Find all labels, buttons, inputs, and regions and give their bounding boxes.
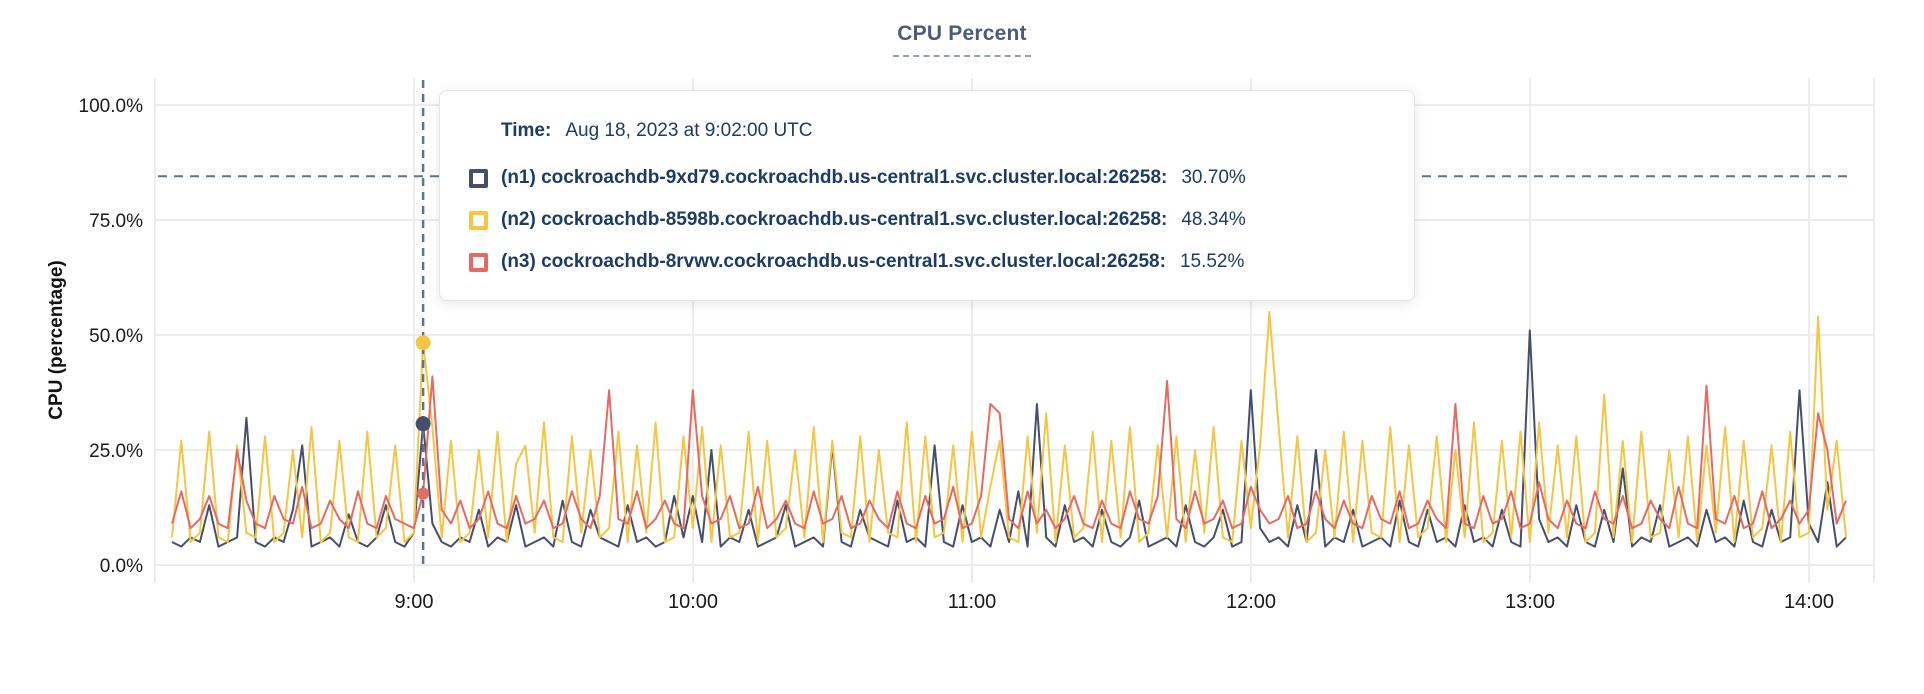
series-line-n3 (171, 375, 1847, 530)
tooltip-label-n2: (n2) cockroachdb-8598b.cockroachdb.us-ce… (501, 209, 1168, 230)
hover-dot-n1 (415, 416, 431, 432)
tooltip-row-n1: (n1) cockroachdb-9xd79.cockroachdb.us-ce… (469, 165, 1374, 191)
tooltip-value-n1: 30.70% (1181, 167, 1246, 188)
x-tick-label: 11:00 (948, 591, 997, 613)
x-tick-label: 14:00 (1784, 591, 1834, 613)
y-tick-label: 75.0% (89, 211, 143, 232)
tooltip-time-label: Time: (501, 120, 552, 141)
chart-title-wrap: CPU Percent (0, 22, 1924, 57)
y-tick-label: 100.0% (79, 96, 144, 117)
hover-dot-n3 (417, 487, 430, 500)
x-tick-label: 9:00 (395, 591, 434, 613)
series-line-n2 (171, 311, 1847, 543)
y-tick-label: 0.0% (100, 556, 143, 577)
y-axis-title: CPU (percentage) (46, 260, 67, 419)
tooltip-time-row: Time: Aug 18, 2023 at 9:02:00 UTC (501, 118, 1374, 144)
x-tick-label: 12:00 (1226, 591, 1276, 613)
y-tick-label: 25.0% (89, 441, 143, 462)
series-swatch-n3 (469, 252, 488, 272)
series-swatch-n1 (469, 168, 488, 188)
x-tick-label: 13:00 (1505, 591, 1555, 613)
chart-title: CPU Percent (893, 22, 1031, 57)
series-line-n1 (171, 329, 1847, 548)
tooltip-row-n2: (n2) cockroachdb-8598b.cockroachdb.us-ce… (469, 207, 1374, 233)
hover-tooltip: Time: Aug 18, 2023 at 9:02:00 UTC (n1) co… (439, 90, 1415, 301)
tooltip-label-n1: (n1) cockroachdb-9xd79.cockroachdb.us-ce… (501, 167, 1168, 188)
tooltip-label-n3: (n3) cockroachdb-8rvwv.cockroachdb.us-ce… (501, 251, 1166, 272)
tooltip-value-n2: 48.34% (1181, 209, 1246, 230)
tooltip-time-value: Aug 18, 2023 at 9:02:00 UTC (565, 120, 813, 141)
tooltip-row-n3: (n3) cockroachdb-8rvwv.cockroachdb.us-ce… (469, 249, 1374, 275)
series-swatch-n2 (469, 210, 488, 230)
y-tick-label: 50.0% (89, 326, 143, 347)
x-tick-label: 10:00 (668, 591, 718, 613)
hover-dot-n2 (415, 335, 431, 351)
tooltip-value-n3: 15.52% (1179, 251, 1245, 272)
